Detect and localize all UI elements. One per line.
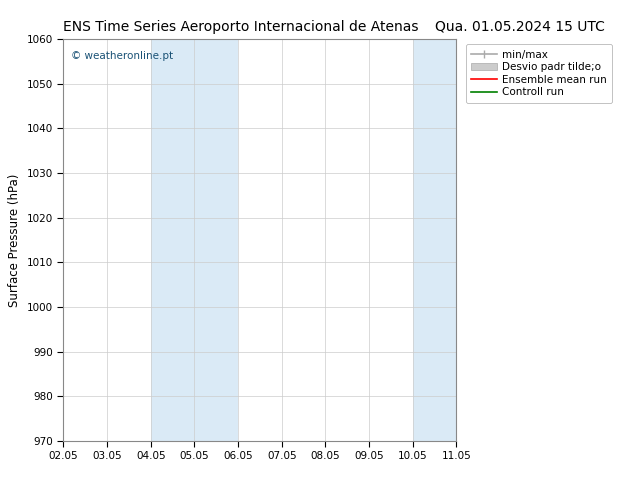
Bar — [151, 39, 238, 441]
Text: Qua. 01.05.2024 15 UTC: Qua. 01.05.2024 15 UTC — [435, 20, 605, 34]
Y-axis label: Surface Pressure (hPa): Surface Pressure (hPa) — [8, 173, 21, 307]
Legend: min/max, Desvio padr tilde;o, Ensemble mean run, Controll run: min/max, Desvio padr tilde;o, Ensemble m… — [465, 45, 612, 102]
Text: ENS Time Series Aeroporto Internacional de Atenas: ENS Time Series Aeroporto Internacional … — [63, 20, 418, 34]
Text: © weatheronline.pt: © weatheronline.pt — [71, 51, 173, 61]
Bar — [413, 39, 478, 441]
